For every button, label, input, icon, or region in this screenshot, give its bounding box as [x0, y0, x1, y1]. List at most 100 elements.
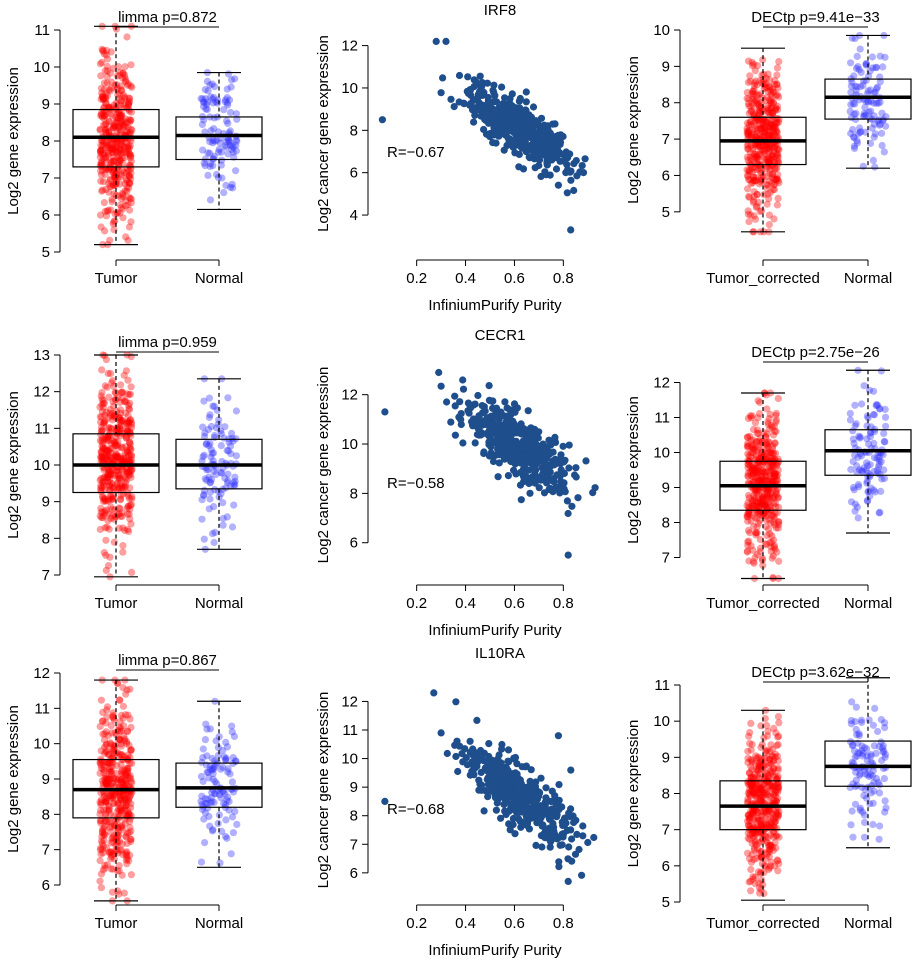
data-point	[770, 536, 778, 544]
data-point	[856, 433, 864, 441]
data-point	[755, 165, 763, 173]
data-point	[437, 382, 445, 390]
data-point	[107, 411, 115, 420]
data-point	[213, 406, 221, 414]
data-point	[863, 422, 871, 430]
x-tick-label: 0.4	[455, 915, 476, 932]
data-point	[513, 404, 522, 412]
data-point	[752, 77, 760, 85]
data-point	[772, 503, 780, 511]
data-point	[756, 476, 765, 484]
data-point	[747, 517, 755, 525]
data-point	[116, 156, 124, 164]
data-point	[868, 124, 876, 132]
data-point	[102, 408, 110, 416]
data-point	[106, 162, 114, 170]
data-point	[121, 806, 129, 815]
data-point	[773, 741, 781, 750]
data-point	[522, 106, 530, 114]
data-point	[749, 197, 758, 205]
data-point	[109, 181, 118, 189]
data-point	[755, 102, 763, 110]
data-point	[750, 501, 758, 509]
data-point	[767, 120, 775, 128]
y-tick-label: 11	[34, 420, 50, 437]
data-point	[758, 142, 766, 150]
data-point	[882, 804, 890, 812]
data-point	[516, 817, 525, 826]
data-point	[763, 532, 771, 540]
data-point	[756, 161, 764, 169]
data-point	[125, 829, 133, 837]
data-point	[758, 556, 766, 564]
data-point	[511, 830, 519, 838]
data-point	[101, 444, 109, 452]
data-point	[581, 155, 589, 163]
data-point	[563, 497, 572, 505]
data-point	[847, 465, 855, 474]
data-point	[749, 466, 757, 474]
data-point	[744, 127, 753, 135]
data-point	[98, 187, 106, 195]
data-point	[757, 124, 765, 133]
data-point	[206, 81, 214, 89]
data-point	[125, 510, 133, 518]
data-point	[864, 414, 872, 422]
data-point	[563, 160, 571, 169]
data-point	[754, 499, 762, 507]
data-point	[567, 766, 575, 774]
data-point	[751, 125, 759, 133]
data-point	[103, 713, 111, 721]
data-point	[99, 154, 107, 163]
data-point	[771, 521, 779, 529]
data-point	[116, 846, 124, 855]
data-point	[880, 437, 888, 446]
data-point	[764, 149, 773, 157]
data-point	[751, 469, 760, 477]
data-point	[749, 90, 758, 98]
data-point	[750, 522, 758, 531]
data-point	[227, 482, 235, 490]
data-point	[858, 467, 866, 475]
data-point	[221, 790, 229, 798]
data-point	[97, 392, 105, 400]
data-point	[747, 103, 755, 111]
data-point	[767, 449, 775, 457]
data-point	[531, 460, 539, 468]
data-point	[868, 53, 877, 61]
data-point	[123, 118, 131, 127]
data-point	[765, 159, 774, 167]
data-point	[121, 776, 129, 784]
data-point	[115, 413, 123, 422]
data-point	[499, 112, 507, 120]
data-point	[127, 151, 135, 159]
data-point	[862, 111, 870, 119]
data-point	[762, 117, 771, 125]
data-point	[126, 150, 134, 158]
data-point	[767, 188, 775, 196]
data-point	[774, 157, 783, 166]
data-point	[766, 539, 774, 547]
y-tick-label: 6	[662, 858, 670, 875]
data-point	[435, 368, 443, 377]
data-point	[113, 441, 121, 449]
data-point	[764, 491, 772, 499]
data-point	[98, 388, 106, 397]
data-point	[97, 223, 105, 231]
data-point	[771, 121, 779, 129]
data-point	[119, 205, 127, 213]
data-point	[870, 89, 878, 97]
data-point	[100, 474, 108, 482]
data-point	[753, 153, 761, 161]
data-point	[849, 457, 857, 466]
data-point	[439, 74, 447, 82]
x-tick-label: Normal	[195, 270, 243, 287]
data-point	[866, 139, 875, 147]
data-point	[855, 66, 863, 74]
data-point	[101, 154, 109, 162]
data-point	[104, 150, 112, 158]
data-point	[557, 486, 565, 494]
data-point	[755, 510, 763, 518]
data-point	[757, 495, 765, 503]
data-point	[866, 86, 875, 94]
